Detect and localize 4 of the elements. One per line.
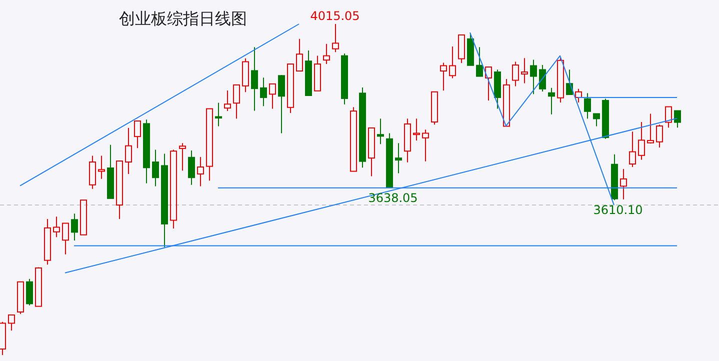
annotation: 4015.05 [310, 9, 360, 23]
chart-title: 创业板综指日线图 [119, 9, 247, 28]
annotation: 3638.05 [368, 190, 418, 205]
annotation: 3610.10 [593, 203, 643, 218]
